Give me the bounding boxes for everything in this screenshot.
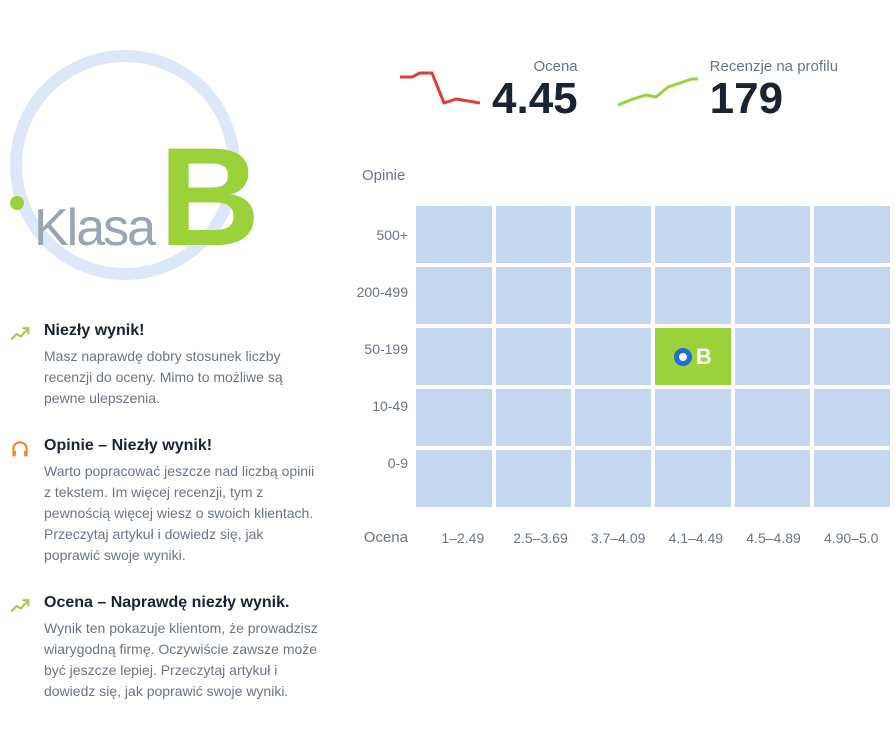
matrix-cell bbox=[575, 206, 651, 263]
matrix-x-label: 4.90–5.0 bbox=[812, 530, 890, 546]
insight-item: Ocena – Naprawdę niezły wynik. Wynik ten… bbox=[10, 594, 320, 702]
matrix-cell bbox=[735, 328, 811, 385]
matrix-y-title: Opinie bbox=[362, 167, 890, 184]
matrix-cell bbox=[575, 328, 651, 385]
matrix-y-label: 0-9 bbox=[350, 434, 408, 491]
matrix-cell bbox=[496, 206, 572, 263]
matrix-cell bbox=[575, 389, 651, 446]
insight-body: Wynik ten pokazuje klientom, że prowadzi… bbox=[44, 618, 320, 702]
matrix-cell bbox=[655, 450, 731, 507]
matrix-cell bbox=[416, 328, 492, 385]
matrix-y-label: 200-499 bbox=[350, 263, 408, 320]
matrix-y-label: 500+ bbox=[350, 206, 408, 263]
grade-letter: B bbox=[159, 148, 252, 246]
rating-label: Ocena bbox=[492, 58, 578, 75]
rating-sparkline-icon bbox=[400, 65, 480, 113]
matrix-y-label: 10-49 bbox=[350, 377, 408, 434]
matrix-cell bbox=[735, 267, 811, 324]
insight-item: Opinie – Niezły wynik! Warto popracować … bbox=[10, 437, 320, 566]
matrix-cell bbox=[735, 206, 811, 263]
active-grade-letter: B bbox=[696, 344, 712, 370]
grade-label: Klasa bbox=[34, 198, 154, 258]
matrix-x-label: 3.7–4.09 bbox=[579, 530, 657, 546]
matrix-cell bbox=[655, 267, 731, 324]
matrix-cell bbox=[735, 450, 811, 507]
reviews-sparkline-icon bbox=[618, 65, 698, 113]
rating-matrix: Opinie 500+200-49950-19910-490-9 B Ocena… bbox=[350, 167, 890, 546]
matrix-cell bbox=[575, 450, 651, 507]
trend-up-icon bbox=[10, 596, 30, 616]
matrix-cell bbox=[655, 206, 731, 263]
metric-rating: Ocena 4.45 bbox=[400, 58, 578, 121]
matrix-cell bbox=[814, 206, 890, 263]
insight-body: Masz naprawdę dobry stosunek liczby rece… bbox=[44, 346, 320, 409]
matrix-cell bbox=[814, 450, 890, 507]
insights-list: Niezły wynik! Masz naprawdę dobry stosun… bbox=[10, 322, 320, 702]
matrix-x-title: Ocena bbox=[350, 529, 416, 546]
matrix-cell bbox=[655, 389, 731, 446]
matrix-cell bbox=[496, 450, 572, 507]
matrix-cell: B bbox=[655, 328, 731, 385]
metrics-row: Ocena 4.45 Recenzje na profilu 179 bbox=[350, 58, 890, 121]
matrix-y-label: 50-199 bbox=[350, 320, 408, 377]
matrix-x-label: 1–2.49 bbox=[424, 530, 502, 546]
matrix-cell bbox=[496, 389, 572, 446]
matrix-cell bbox=[496, 328, 572, 385]
matrix-cell bbox=[416, 450, 492, 507]
insight-body: Warto popracować jeszcze nad liczbą opin… bbox=[44, 461, 320, 566]
reviews-label: Recenzje na profilu bbox=[710, 58, 838, 75]
rating-value: 4.45 bbox=[492, 77, 578, 121]
matrix-cell bbox=[735, 389, 811, 446]
metric-reviews: Recenzje na profilu 179 bbox=[618, 58, 838, 121]
trend-up-icon bbox=[10, 324, 30, 344]
matrix-x-label: 4.5–4.89 bbox=[735, 530, 813, 546]
matrix-cell bbox=[496, 267, 572, 324]
matrix-cell bbox=[814, 328, 890, 385]
insight-title: Niezły wynik! bbox=[44, 322, 320, 340]
insight-title: Opinie – Niezły wynik! bbox=[44, 437, 320, 455]
matrix-x-label: 2.5–3.69 bbox=[502, 530, 580, 546]
matrix-cell bbox=[416, 267, 492, 324]
matrix-x-label: 4.1–4.49 bbox=[657, 530, 735, 546]
headphones-icon bbox=[10, 439, 30, 459]
insight-title: Ocena – Naprawdę niezły wynik. bbox=[44, 594, 320, 612]
matrix-cell bbox=[416, 206, 492, 263]
grade-badge: Klasa B bbox=[10, 30, 320, 260]
matrix-cell bbox=[814, 267, 890, 324]
active-marker-icon bbox=[674, 348, 692, 366]
grade-dot bbox=[10, 196, 24, 210]
matrix-cell bbox=[575, 267, 651, 324]
reviews-value: 179 bbox=[710, 77, 838, 121]
matrix-cell bbox=[814, 389, 890, 446]
insight-item: Niezły wynik! Masz naprawdę dobry stosun… bbox=[10, 322, 320, 409]
matrix-cell bbox=[416, 389, 492, 446]
